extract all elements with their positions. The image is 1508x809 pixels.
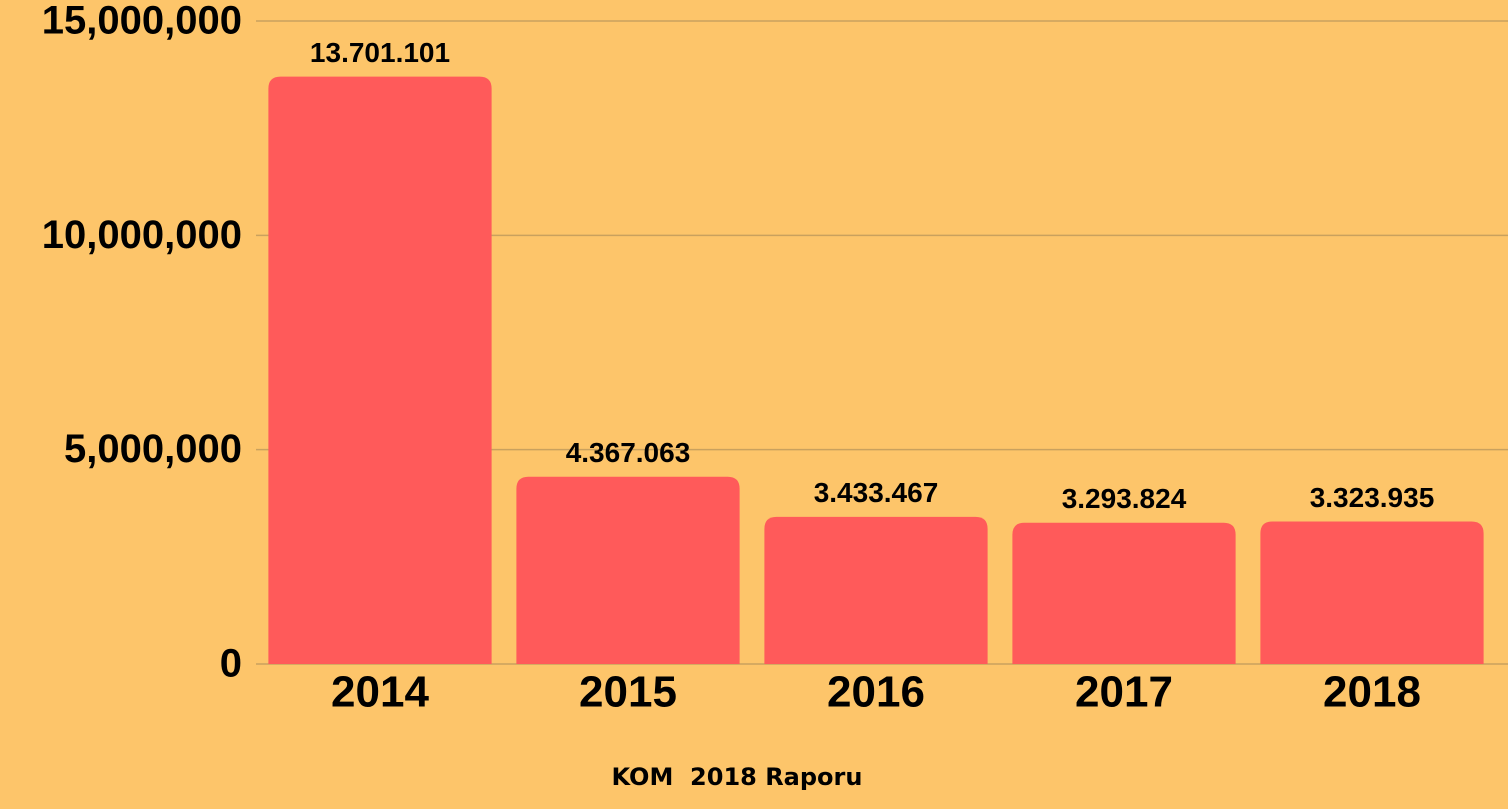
chart-caption: KOM 2018 Raporu <box>612 763 863 791</box>
bar <box>764 516 988 664</box>
x-tick-label: 2018 <box>1323 668 1421 717</box>
bar <box>1012 522 1236 664</box>
y-tick-label: 15,000,000 <box>42 0 242 43</box>
x-tick-label: 2017 <box>1075 668 1173 717</box>
data-label: 13.701.101 <box>310 37 450 68</box>
data-label: 3.323.935 <box>1310 482 1435 513</box>
bar <box>1260 521 1484 664</box>
data-label: 3.293.824 <box>1062 483 1187 514</box>
y-tick-label: 0 <box>220 642 242 686</box>
x-tick-label: 2016 <box>827 668 925 717</box>
data-label: 4.367.063 <box>566 437 691 468</box>
y-tick-label: 10,000,000 <box>42 213 242 257</box>
bar <box>268 76 492 665</box>
bar <box>516 476 740 664</box>
x-tick-label: 2015 <box>579 668 677 717</box>
data-label: 3.433.467 <box>814 477 939 508</box>
y-tick-label: 5,000,000 <box>64 427 242 471</box>
x-tick-label: 2014 <box>331 668 429 717</box>
